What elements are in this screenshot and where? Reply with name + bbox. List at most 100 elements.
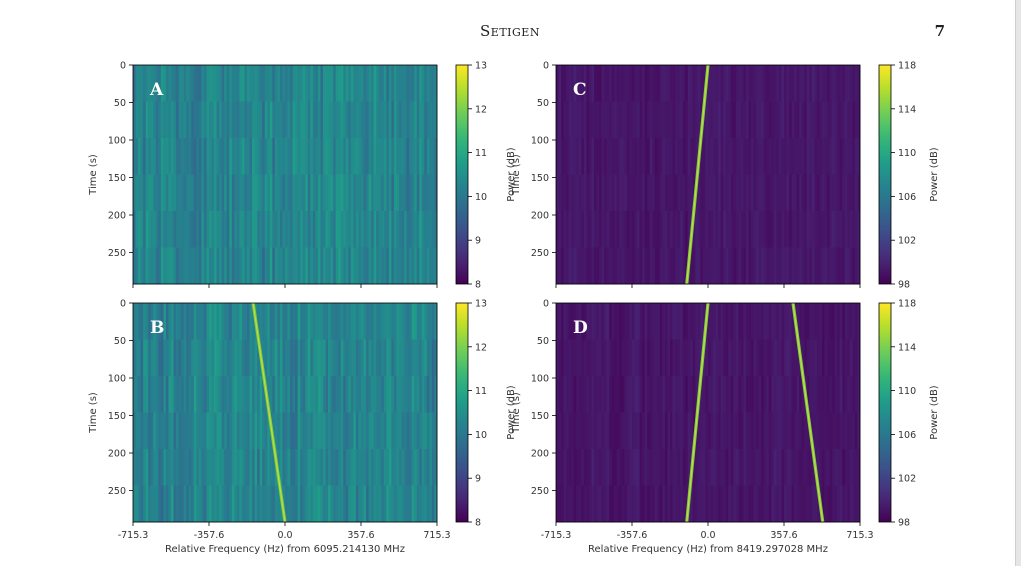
noise-cell — [421, 412, 425, 450]
noise-cell — [153, 449, 157, 486]
noise-cell — [312, 138, 316, 175]
noise-cell — [231, 339, 235, 377]
noise-cell — [837, 449, 841, 486]
noise-cell — [573, 303, 577, 340]
noise-cell — [854, 412, 858, 450]
noise-cell — [259, 485, 263, 523]
noise-cell — [388, 376, 392, 413]
noise-cell — [561, 449, 564, 486]
noise-cell — [315, 376, 319, 413]
noise-cell — [340, 412, 344, 450]
noise-cell — [718, 376, 722, 413]
noise-cell — [216, 303, 220, 340]
noise-cell — [728, 449, 732, 486]
noise-cell — [401, 303, 405, 340]
noise-cell — [300, 65, 304, 102]
noise-cell — [155, 376, 159, 413]
noise-cell — [604, 211, 608, 248]
noise-cell — [188, 303, 192, 340]
noise-cell — [287, 376, 291, 413]
noise-cell — [191, 485, 195, 523]
noise-cell — [363, 211, 367, 248]
noise-cell — [165, 376, 169, 413]
noise-cell — [847, 65, 851, 102]
noise-cell — [556, 412, 559, 450]
noise-cell — [338, 101, 342, 139]
noise-cell — [611, 138, 615, 175]
noise-cell — [315, 211, 319, 248]
noise-cell — [842, 449, 846, 486]
noise-cell — [330, 138, 334, 175]
noise-cell — [244, 339, 248, 377]
noise-cell — [320, 101, 324, 139]
noise-cell — [847, 485, 851, 523]
noise-cell — [203, 412, 207, 450]
noise-cell — [748, 412, 752, 450]
noise-cell — [239, 449, 243, 486]
noise-cell — [697, 449, 701, 486]
noise-cell — [632, 485, 635, 523]
noise-cell — [196, 174, 200, 212]
noise-cell — [252, 376, 255, 413]
noise-cell — [842, 303, 846, 340]
noise-cell — [644, 65, 648, 102]
noise-cell — [675, 485, 678, 523]
noise-cell — [323, 65, 326, 102]
noise-cell — [784, 101, 787, 139]
noise-cell — [601, 101, 605, 139]
noise-cell — [236, 485, 240, 523]
noise-cell — [431, 412, 435, 450]
noise-cell — [789, 138, 792, 175]
noise-cell — [761, 138, 765, 175]
noise-cell — [733, 303, 737, 340]
noise-cell — [254, 339, 258, 377]
noise-cell — [773, 101, 777, 139]
noise-cell — [158, 211, 162, 248]
noise-cell — [799, 101, 803, 139]
noise-cell — [133, 339, 136, 377]
noise-cell — [173, 65, 177, 102]
noise-cell — [211, 412, 215, 450]
noise-cell — [761, 412, 765, 450]
noise-cell — [203, 303, 207, 340]
noise-cell — [272, 174, 276, 212]
noise-cell — [857, 412, 861, 450]
noise-cell — [300, 101, 304, 139]
noise-cell — [854, 138, 858, 175]
noise-cell — [143, 376, 147, 413]
noise-cell — [406, 303, 410, 340]
noise-cell — [165, 65, 169, 102]
noise-cell — [616, 339, 620, 377]
noise-cell — [763, 339, 767, 377]
noise-cell — [778, 65, 782, 102]
noise-cell — [619, 485, 623, 523]
noise-cell — [713, 101, 716, 139]
noise-cell — [406, 211, 410, 248]
noise-cell — [355, 211, 359, 248]
noise-cell — [723, 449, 727, 486]
noise-cell — [196, 65, 200, 102]
noise-cell — [297, 303, 301, 340]
noise-cell — [710, 174, 714, 212]
noise-cell — [150, 211, 154, 248]
noise-cell — [773, 247, 777, 285]
noise-cell — [279, 247, 283, 285]
noise-cell — [576, 101, 580, 139]
noise-cell — [312, 65, 316, 102]
noise-cell — [358, 485, 362, 523]
noise-cell — [163, 247, 167, 285]
noise-cell — [165, 211, 169, 248]
noise-cell — [611, 211, 615, 248]
noise-cell — [348, 485, 352, 523]
noise-cell — [702, 138, 706, 175]
noise-cell — [193, 138, 197, 175]
noise-cell — [373, 174, 377, 212]
noise-cell — [634, 211, 638, 248]
noise-cell — [629, 65, 633, 102]
noise-cell — [312, 485, 316, 523]
noise-cell — [262, 412, 266, 450]
noise-cell — [806, 376, 810, 413]
noise-cell — [191, 303, 195, 340]
noise-cell — [366, 485, 369, 523]
